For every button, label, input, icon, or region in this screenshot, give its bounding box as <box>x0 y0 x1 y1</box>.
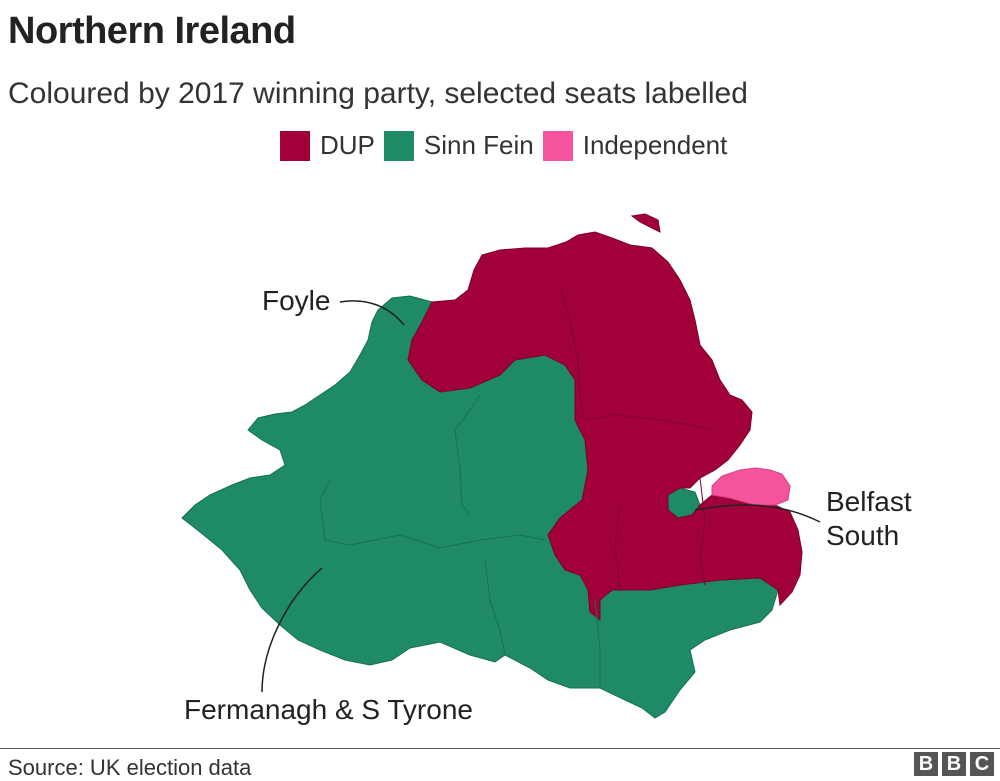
source-note: Source: UK election data <box>8 755 252 780</box>
northern-ireland-map <box>181 213 821 719</box>
region-dup-island <box>630 213 661 233</box>
legend-item-independent: Independent <box>542 130 728 161</box>
legend-label-sinn-fein: Sinn Fein <box>423 130 534 160</box>
foyle-leader-line <box>339 300 405 326</box>
legend: DUP Sinn Fein Independent <box>280 130 736 161</box>
footer-divider <box>0 748 1000 749</box>
region-independent <box>711 467 791 506</box>
bbc-logo: B B C <box>910 752 994 776</box>
label-belfast-south-line2: South <box>826 520 900 551</box>
bbc-logo-block: B <box>942 752 966 776</box>
legend-label-dup: DUP <box>320 130 375 160</box>
label-fermanagh-s-tyrone: Fermanagh & S Tyrone <box>184 694 473 725</box>
constituency-boundaries <box>319 394 601 688</box>
legend-swatch-independent <box>542 130 573 161</box>
legend-swatch-sinn-fein <box>383 130 414 161</box>
legend-item-sinn-fein: Sinn Fein <box>383 130 534 161</box>
chart-subtitle: Coloured by 2017 winning party, selected… <box>8 77 748 110</box>
legend-item-dup: DUP <box>280 130 375 161</box>
chart-title: Northern Ireland <box>8 10 296 52</box>
legend-swatch-dup <box>280 130 310 161</box>
bbc-logo-block: B <box>914 752 938 776</box>
fermanagh-leader-line <box>261 567 323 693</box>
bbc-logo-block: C <box>970 752 994 776</box>
legend-label-independent: Independent <box>582 130 728 160</box>
label-foyle: Foyle <box>262 285 331 316</box>
belfast-south-leader-line <box>694 504 821 523</box>
label-belfast-south-line1: Belfast <box>826 486 912 517</box>
constituency-boundaries-dup <box>559 289 713 591</box>
